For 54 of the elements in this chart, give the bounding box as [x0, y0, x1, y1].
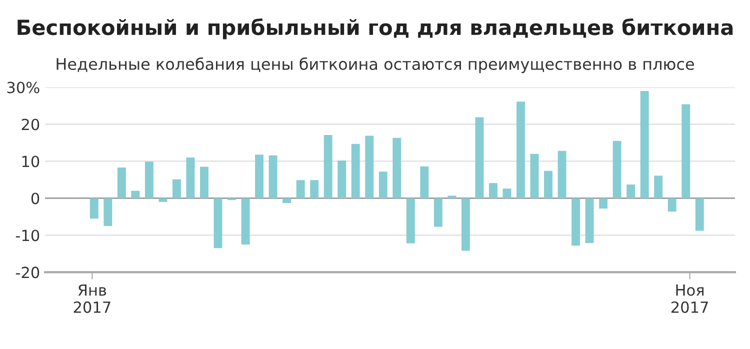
bar — [488, 183, 498, 198]
y-tick-label: 10 — [22, 156, 40, 168]
bar — [530, 154, 539, 198]
y-tick-label: 0 — [31, 192, 40, 204]
bar — [268, 155, 278, 198]
bar — [420, 166, 429, 198]
chart-subtitle: Недельные колебания цены биткоина остаются преимущественно в плюсе — [56, 57, 694, 74]
bar — [351, 144, 360, 198]
bar — [668, 198, 676, 212]
bar — [365, 136, 374, 198]
bar — [502, 188, 512, 198]
bar — [434, 198, 442, 227]
bar — [406, 198, 415, 244]
y-tick-label: 30% — [7, 82, 40, 94]
bar — [282, 198, 292, 204]
bar — [131, 190, 140, 198]
bar — [90, 198, 98, 219]
bar — [626, 184, 636, 198]
bar — [682, 104, 690, 198]
bar — [654, 176, 663, 198]
bar — [310, 180, 319, 198]
y-tick-label: 20 — [22, 118, 40, 130]
bar — [241, 198, 250, 244]
bar — [544, 170, 552, 198]
bar — [461, 198, 470, 251]
bar — [296, 180, 305, 198]
x-tick-label: Янв 2017 — [74, 284, 110, 313]
bar — [186, 158, 195, 198]
bar — [158, 198, 168, 202]
bar — [585, 198, 594, 243]
bar — [612, 140, 622, 198]
x-tick-label: Ноя 2017 — [671, 284, 708, 313]
bar — [214, 198, 222, 248]
bar — [640, 90, 649, 198]
y-tick-label: -20 — [16, 266, 40, 278]
bar — [475, 117, 484, 198]
bar — [172, 179, 181, 198]
bar — [448, 196, 456, 198]
bar — [695, 198, 704, 231]
bar — [392, 138, 402, 198]
bar — [200, 166, 208, 198]
bar — [516, 102, 525, 198]
bar — [572, 198, 580, 246]
bar — [338, 160, 346, 198]
bar — [558, 150, 566, 198]
bar — [324, 134, 332, 198]
bar — [599, 198, 608, 209]
y-tick-label: -10 — [16, 230, 40, 242]
bar — [104, 198, 112, 226]
bar — [117, 168, 126, 198]
bar — [144, 162, 154, 198]
bar — [255, 154, 264, 198]
chart-title: Беспокойный и прибыльный год для владельцев биткоина — [18, 18, 733, 40]
bar — [378, 172, 388, 198]
